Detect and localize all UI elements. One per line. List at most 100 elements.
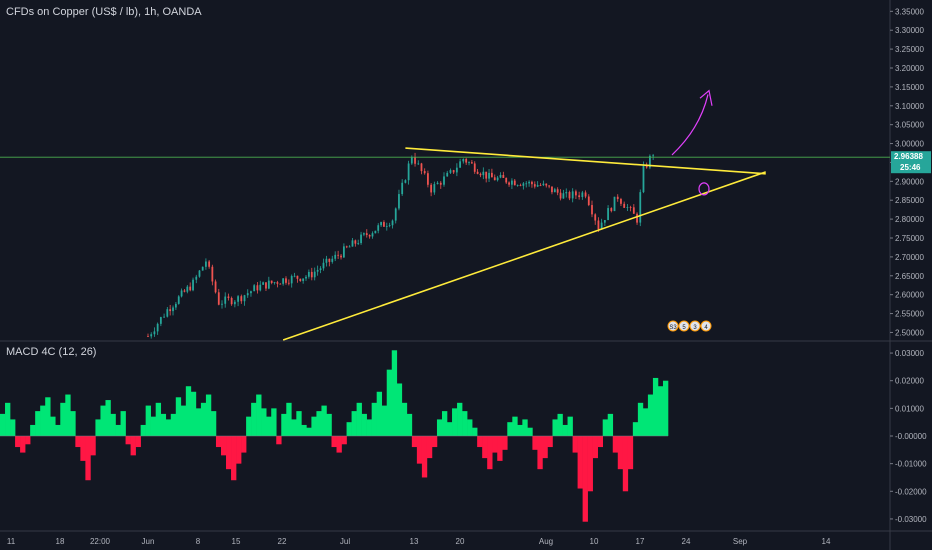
macd-tick-label: -0.01000: [895, 460, 927, 469]
candle-body: [459, 161, 461, 168]
time-tick-label: 18: [56, 537, 65, 546]
candle-body: [316, 269, 319, 272]
candle-body: [371, 233, 374, 237]
macd-bar: [421, 436, 428, 478]
macd-bar: [10, 419, 16, 436]
annotations[interactable]: 2.96388 25:46 S3 5 3 4: [0, 89, 931, 341]
macd-bar: [361, 413, 367, 436]
candle-body: [493, 177, 496, 181]
price-tick-label: 2.60000: [895, 291, 924, 300]
last-price-label: 2.96388: [894, 152, 923, 161]
candle-body: [343, 246, 345, 258]
macd-bar: [557, 413, 563, 436]
candle-body: [328, 258, 331, 262]
candle-body: [325, 258, 328, 263]
macd-bar: [371, 402, 377, 436]
macd-bar: [632, 422, 639, 436]
macd-bar: [195, 408, 202, 436]
macd-bar: [411, 436, 418, 448]
candle-body: [616, 196, 619, 200]
price-tick-label: 3.10000: [895, 102, 924, 111]
macd-bar: [60, 402, 66, 436]
price-tick-label: 2.90000: [895, 177, 924, 186]
candle-body: [273, 282, 276, 283]
candle-body: [562, 193, 565, 199]
price-tick-label: 2.70000: [895, 253, 924, 262]
macd-bar: [662, 380, 669, 436]
candle-body: [545, 183, 548, 186]
candle-body: [473, 163, 476, 172]
candle-body: [531, 181, 533, 185]
price-tick-label: 3.15000: [895, 83, 924, 92]
candle-body: [508, 182, 510, 185]
candle-body: [401, 182, 404, 195]
candle-body: [407, 163, 410, 181]
macd-bar: [110, 413, 116, 436]
macd-bar: [381, 405, 388, 436]
candle-body: [340, 255, 342, 258]
price-tick-label: 2.80000: [895, 215, 924, 224]
candle-body: [443, 176, 445, 185]
candle-body: [250, 291, 252, 294]
macd-bar: [251, 402, 257, 436]
candle-body: [147, 336, 149, 338]
candle-body: [404, 180, 407, 183]
time-tick-label: Aug: [539, 537, 553, 546]
price-tick-label: 2.55000: [895, 310, 924, 319]
candle-body: [348, 246, 351, 248]
candle-body: [414, 157, 416, 164]
time-tick-label: 8: [196, 537, 201, 546]
time-tick-label: 15: [232, 537, 241, 546]
macd-bar: [612, 436, 619, 453]
candle-body: [470, 162, 473, 164]
candle-body: [568, 192, 571, 199]
macd-tick-label: 0.01000: [895, 404, 924, 413]
macd-bar: [447, 422, 453, 436]
candle-body: [485, 171, 488, 179]
time-tick-label: 24: [682, 537, 691, 546]
candle-body: [623, 203, 626, 208]
macd-bar: [80, 436, 86, 461]
candle-body: [227, 296, 230, 298]
macd-bar: [587, 436, 593, 492]
macd-bar: [236, 436, 242, 464]
macd-bar: [65, 394, 71, 436]
macd-bar: [627, 436, 634, 470]
macd-bar: [15, 436, 21, 448]
candle-body: [256, 285, 259, 291]
candle-body: [505, 177, 508, 183]
macd-bar: [391, 350, 398, 436]
macd-title: MACD 4C (12, 26): [6, 346, 97, 358]
candle-body: [519, 185, 522, 186]
macd-bar: [567, 416, 573, 436]
candle-body: [398, 194, 400, 209]
candle-body: [639, 192, 642, 223]
candle-body: [433, 184, 436, 193]
candle-body: [575, 191, 577, 196]
macd-bar: [85, 436, 91, 481]
candle-body: [163, 316, 165, 318]
candle-body: [334, 254, 337, 259]
candle-body: [420, 163, 423, 172]
macd-bar: [175, 397, 182, 436]
candle-body: [150, 334, 153, 337]
macd-bar: [346, 422, 352, 436]
time-tick-label: 14: [822, 537, 831, 546]
macd-bar: [472, 427, 478, 436]
time-tick-label: 13: [410, 537, 419, 546]
price-tick-label: 3.25000: [895, 45, 924, 54]
event-badge: [667, 320, 679, 332]
macd-bar: [532, 436, 538, 450]
candle-body: [195, 276, 198, 280]
macd-bar: [125, 436, 131, 445]
macd-panel[interactable]: [0, 350, 669, 522]
candle-body: [259, 284, 262, 291]
macd-bar: [547, 436, 553, 448]
price-panel[interactable]: [147, 152, 655, 339]
candle-body: [172, 307, 174, 312]
candle-body: [522, 183, 525, 186]
projection-arrow: [671, 94, 709, 156]
arrowhead-icon: [699, 89, 713, 106]
